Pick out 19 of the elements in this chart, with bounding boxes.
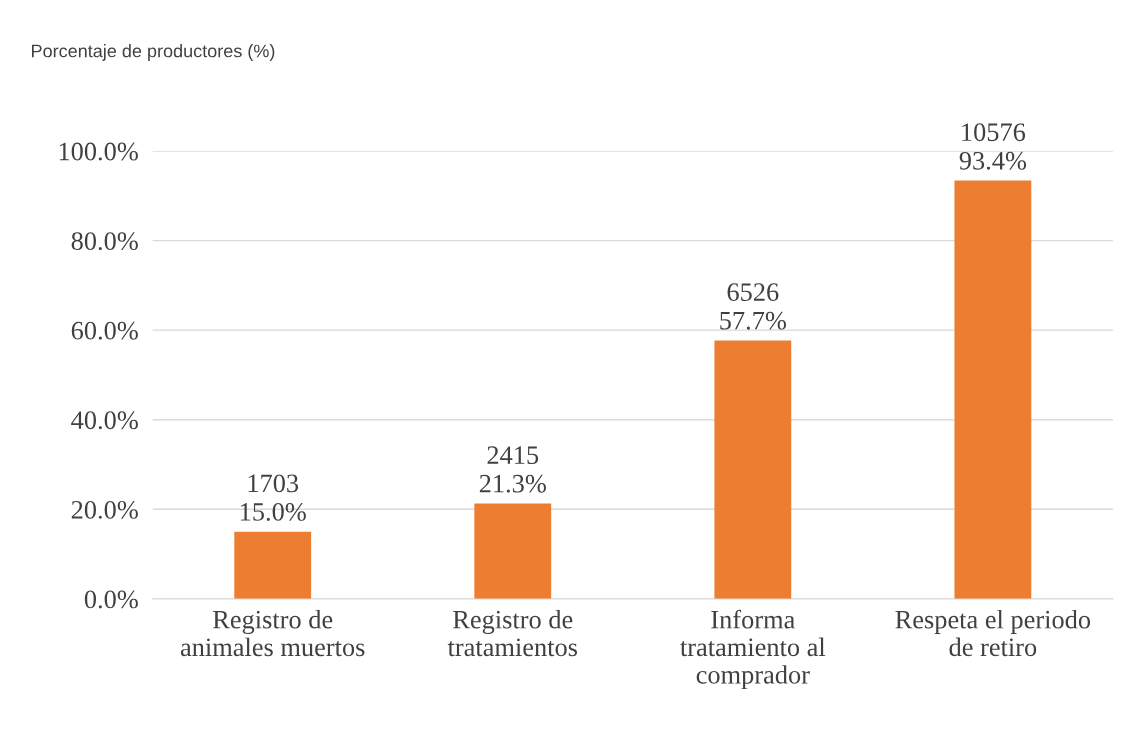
y-tick-label: 40.0%: [71, 411, 138, 430]
data-label: 6526 57.7%: [720, 283, 786, 330]
data-label: 2415 21.3%: [479, 446, 546, 493]
bar: [474, 503, 552, 599]
y-tick-label: 0.0%: [84, 590, 138, 609]
x-tick-label: Informa tratamiento al comprador: [680, 609, 826, 690]
y-tick-label: 60.0%: [71, 321, 138, 340]
data-label: 10576 93.4%: [959, 123, 1027, 170]
x-tick-label: Registro de tratamientos: [447, 609, 578, 657]
y-tick-label: 100.0%: [59, 142, 138, 161]
bar: [234, 531, 312, 599]
data-label: 1703 15.0%: [240, 474, 306, 521]
y-tick-label: 20.0%: [71, 500, 138, 519]
bar: [714, 340, 792, 599]
x-tick-label: Respeta el periodo de retiro: [895, 609, 1091, 657]
y-axis-title: Porcentaje de productores (%): [32, 44, 275, 61]
bar: [954, 180, 1032, 599]
y-tick-label: 80.0%: [71, 232, 138, 251]
x-tick-label: Registro de animales muertos: [180, 609, 365, 657]
